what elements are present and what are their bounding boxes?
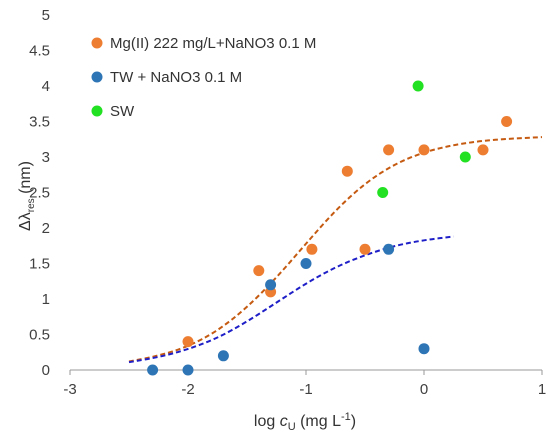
x-axis-title-units: (mg L [296,413,341,430]
y-tick-label: 1.5 [29,256,50,273]
legend: Mg(II) 222 mg/L+NaNO3 0.1 M TW + NaNO3 0.… [91,35,316,120]
data-point [477,144,489,156]
x-axis-title-prefix: log [254,413,280,430]
data-point [341,165,353,177]
legend-label: Mg(II) 222 mg/L+NaNO3 0.1 M [110,35,316,52]
data-point [418,343,430,355]
x-axis-title: log cU (mg L-1) [254,411,356,433]
data-point [306,243,318,255]
y-tick-label: 4.5 [29,43,50,60]
x-tick-label: -2 [181,381,194,398]
data-point [182,336,194,348]
fit-curves [128,136,543,364]
legend-marker [91,37,103,49]
legend-marker [91,105,103,117]
x-tick-label: 1 [538,381,546,398]
y-tick-label: 4 [42,78,50,95]
x-axis-title-subscript: U [288,421,296,433]
legend-marker [91,71,103,83]
data-point [217,350,229,362]
y-tick-label: 2.5 [29,185,50,202]
data-points [147,80,513,376]
data-point [265,279,277,291]
data-point [377,187,389,198]
y-axis-title-main: Δλ [17,212,34,231]
y-tick-label: 5 [42,7,50,24]
data-point [253,265,265,277]
data-point [300,258,312,269]
y-tick-label: 0 [42,362,50,379]
data-point [418,144,430,156]
x-axis-title-variable: c [280,413,288,430]
data-point [383,243,395,255]
fit-curve [128,136,543,363]
y-axis-ticks: 0 0.5 1 1.5 2 2.5 3 3.5 4 4.5 5 [29,7,50,379]
data-point [182,364,194,376]
data-point [501,116,513,127]
legend-label: TW + NaNO3 0.1 M [110,69,242,86]
data-point [147,364,159,376]
x-tick-label: -3 [63,381,76,398]
x-axis-ticks: -3 -2 -1 0 1 [63,370,546,398]
data-point [383,144,395,156]
data-point [412,80,424,92]
y-axis-title-units: (nm) [17,161,34,198]
y-tick-label: 3.5 [29,114,50,131]
data-point [459,151,471,163]
y-axis-title: Δλres (nm) [17,161,37,231]
y-tick-label: 0.5 [29,327,50,344]
y-tick-label: 3 [42,149,50,166]
x-axis-title-close: ) [351,413,356,430]
x-tick-label: -1 [299,381,312,398]
y-tick-label: 2 [42,220,50,237]
fit-curve [128,235,454,364]
x-tick-label: 0 [420,381,428,398]
y-axis-title-subscript: res [26,198,37,212]
data-point [359,243,371,255]
legend-label: SW [110,103,135,120]
x-axis-title-superscript: -1 [341,411,351,423]
y-tick-label: 1 [42,291,50,308]
